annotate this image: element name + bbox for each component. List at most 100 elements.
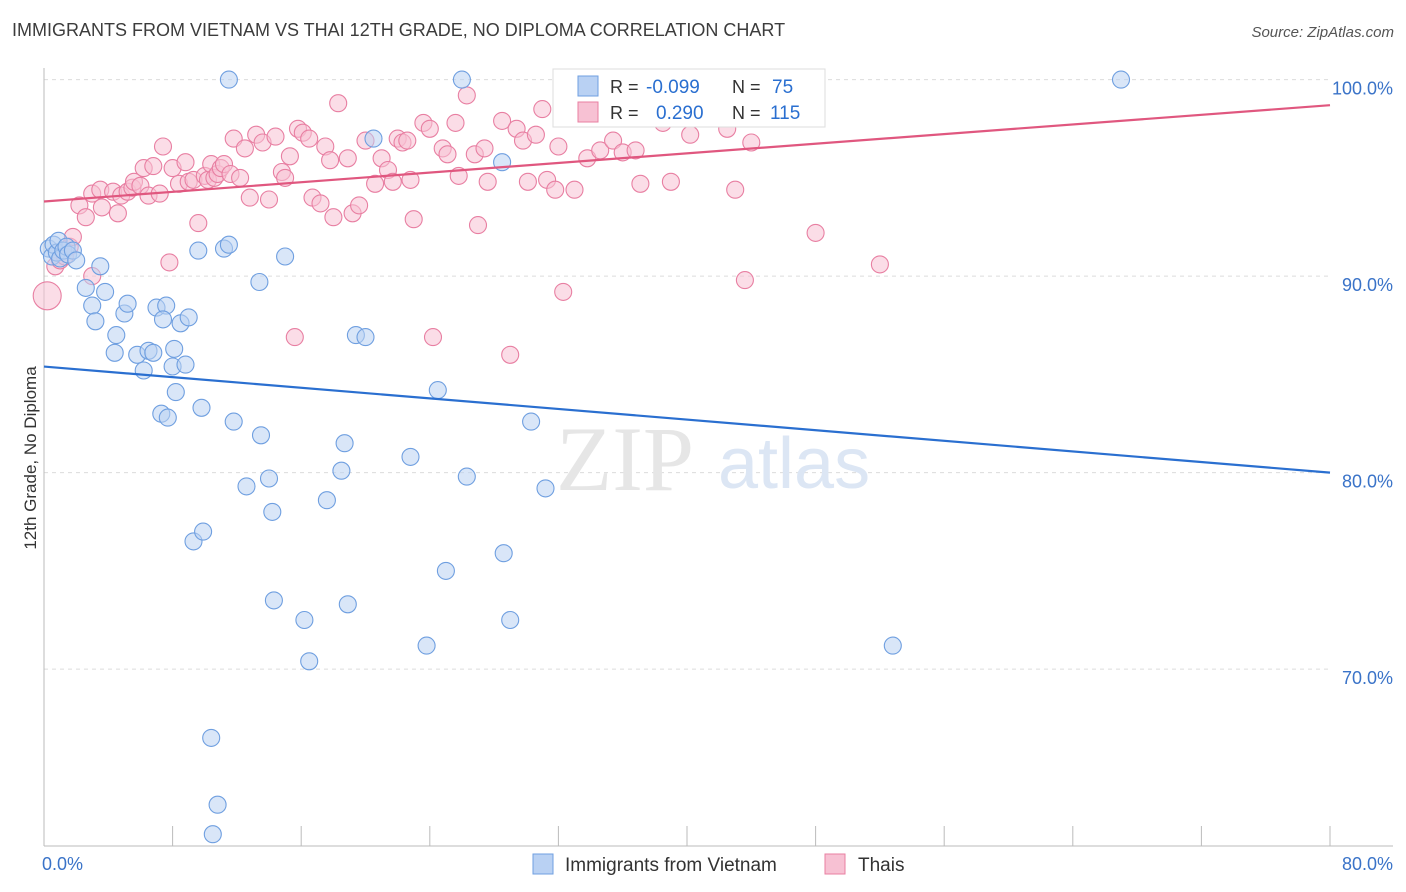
- y-tick-labels: 70.0% 80.0% 90.0% 100.0%: [1332, 79, 1393, 689]
- thais-point: [280, 147, 299, 166]
- x-tick-labels: 0.0% 80.0%: [42, 854, 1393, 874]
- thais-point: [457, 86, 476, 105]
- thais-point: [235, 139, 254, 158]
- vietnam-point: [237, 477, 256, 496]
- vietnam-point: [96, 282, 115, 301]
- stats-r-label-1: R =: [610, 77, 639, 97]
- thais-trend-line: [43, 104, 1331, 203]
- watermark: ZIP atlas: [556, 408, 870, 510]
- thais-point: [338, 149, 357, 168]
- stats-n-label-1: N =: [732, 77, 761, 97]
- vietnam-point: [202, 728, 221, 747]
- vietnam-point: [76, 278, 95, 297]
- vietnam-point: [522, 412, 541, 431]
- vietnam-point: [883, 636, 902, 655]
- vietnam-point: [335, 434, 354, 453]
- thais-point: [475, 139, 494, 158]
- vietnam-point: [401, 447, 420, 466]
- vietnam-point: [203, 825, 222, 844]
- thais-point: [266, 127, 285, 146]
- stats-n-label-2: N =: [732, 103, 761, 123]
- y-tick-label: 70.0%: [1342, 668, 1393, 688]
- legend: Immigrants from Vietnam Thais: [532, 853, 904, 876]
- vietnam-point: [67, 251, 86, 270]
- thais-point: [631, 174, 650, 193]
- vietnam-point: [192, 398, 211, 417]
- stats-swatch-pink: [577, 101, 599, 123]
- y-axis-label: 12th Grade, No Diploma: [21, 366, 40, 550]
- vietnam-point: [179, 308, 198, 327]
- thais-point: [604, 131, 623, 150]
- stats-swatch-blue: [577, 75, 599, 97]
- vietnam-point: [158, 408, 177, 427]
- thais-point: [324, 208, 343, 227]
- vietnam-point: [83, 296, 102, 315]
- vietnam-point: [224, 412, 243, 431]
- watermark-zip: ZIP: [556, 408, 694, 510]
- vietnam-point: [219, 70, 238, 89]
- legend-label-vietnam: Immigrants from Vietnam: [565, 855, 777, 876]
- thais-point: [554, 282, 573, 301]
- vietnam-point: [91, 257, 110, 276]
- thais-point: [501, 345, 520, 364]
- thais-point: [240, 188, 259, 207]
- vietnam-point: [166, 383, 185, 402]
- legend-item-vietnam[interactable]: Immigrants from Vietnam: [532, 853, 777, 876]
- vietnam-point: [356, 328, 375, 347]
- thais-point: [144, 157, 163, 176]
- legend-item-thais[interactable]: Thais: [824, 853, 904, 876]
- thais-point: [404, 210, 423, 229]
- thais-point: [259, 190, 279, 209]
- thais-point: [383, 172, 402, 191]
- watermark-atlas: atlas: [718, 424, 870, 504]
- stats-r-value-2: 0.290: [656, 103, 704, 124]
- thais-point: [285, 328, 304, 347]
- vietnam-point: [494, 544, 513, 563]
- vietnam-point: [189, 241, 208, 260]
- thais-point: [468, 216, 488, 235]
- vietnam-point: [165, 339, 184, 358]
- thais-point: [311, 194, 330, 213]
- thais-point: [401, 170, 420, 189]
- thais-point: [518, 172, 537, 191]
- vietnam-point: [452, 70, 471, 89]
- vietnam-point: [176, 355, 195, 374]
- vietnam-point: [436, 561, 455, 580]
- thais-point: [870, 255, 889, 274]
- thais-point: [742, 133, 761, 152]
- vietnam-point: [536, 479, 555, 498]
- legend-swatch-vietnam: [532, 853, 554, 875]
- vietnam-point: [144, 343, 163, 362]
- thais-point: [32, 281, 62, 311]
- thais-point: [176, 153, 195, 172]
- vietnam-point: [300, 652, 319, 671]
- thais-point: [300, 129, 319, 148]
- vietnam-point: [264, 591, 283, 610]
- thais-point: [76, 208, 95, 227]
- thais-point: [806, 223, 825, 242]
- thais-point: [329, 94, 348, 113]
- vietnam-point: [501, 610, 520, 630]
- vietnam-point: [428, 381, 447, 400]
- thais-point: [92, 198, 111, 217]
- thais-point: [423, 328, 443, 347]
- vietnam-point: [1111, 70, 1131, 89]
- vietnam-point: [208, 795, 227, 814]
- y-tick-label: 80.0%: [1342, 472, 1393, 492]
- vietnam-point: [457, 467, 476, 486]
- legend-label-thais: Thais: [858, 855, 904, 876]
- vietnam-point: [276, 247, 295, 266]
- vietnam-point: [259, 469, 279, 488]
- thais-point: [549, 137, 568, 156]
- thais-point: [160, 253, 179, 272]
- thais-point: [446, 113, 465, 132]
- x-tick-label: 0.0%: [42, 854, 83, 874]
- vietnam-point: [263, 502, 282, 521]
- stats-n-value-1: 75: [772, 77, 793, 98]
- vietnam-point: [338, 595, 357, 614]
- thais-point: [735, 271, 754, 290]
- thais-point: [726, 180, 745, 199]
- vietnam-point: [86, 312, 105, 331]
- vietnam-trend-line: [43, 365, 1331, 474]
- vietnam-point: [118, 294, 137, 313]
